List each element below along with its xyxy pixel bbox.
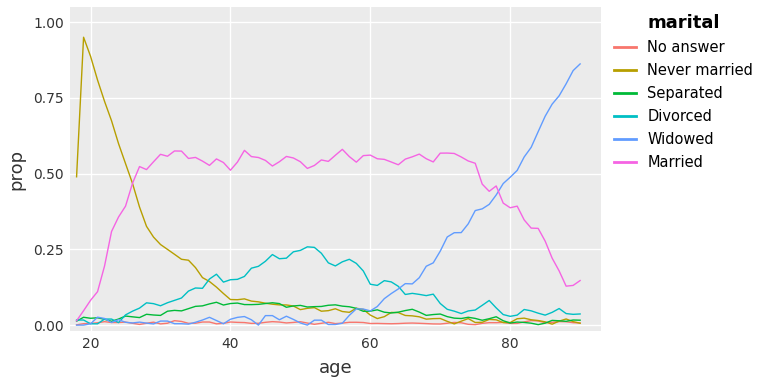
Legend: No answer, Never married, Separated, Divorced, Widowed, Married: No answer, Never married, Separated, Div… bbox=[607, 7, 760, 178]
X-axis label: age: age bbox=[319, 359, 353, 377]
Y-axis label: prop: prop bbox=[7, 149, 25, 190]
